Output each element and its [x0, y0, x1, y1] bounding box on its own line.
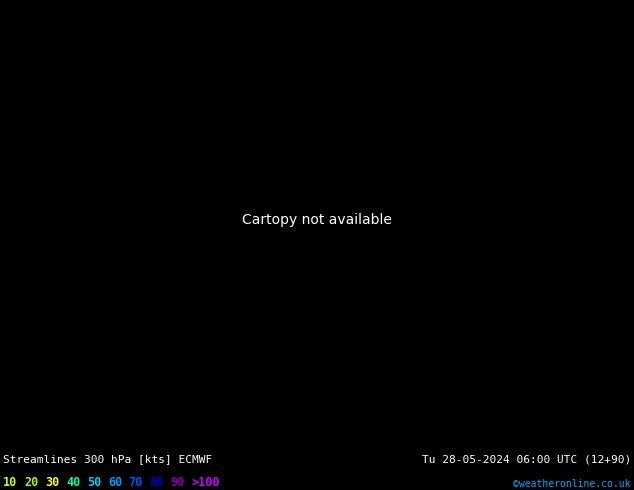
- Text: 80: 80: [150, 476, 164, 489]
- Text: Cartopy not available: Cartopy not available: [242, 213, 392, 227]
- Text: >100: >100: [191, 476, 220, 489]
- Text: 40: 40: [66, 476, 80, 489]
- Text: 70: 70: [129, 476, 143, 489]
- Text: 10: 10: [3, 476, 17, 489]
- Text: Streamlines 300 hPa [kts] ECMWF: Streamlines 300 hPa [kts] ECMWF: [3, 454, 212, 464]
- Text: 30: 30: [45, 476, 59, 489]
- Text: 20: 20: [24, 476, 38, 489]
- Text: 90: 90: [171, 476, 184, 489]
- Text: Tu 28-05-2024 06:00 UTC (12+90): Tu 28-05-2024 06:00 UTC (12+90): [422, 454, 631, 464]
- Text: 60: 60: [108, 476, 122, 489]
- Text: 50: 50: [87, 476, 101, 489]
- Text: ©weatheronline.co.uk: ©weatheronline.co.uk: [514, 479, 631, 489]
